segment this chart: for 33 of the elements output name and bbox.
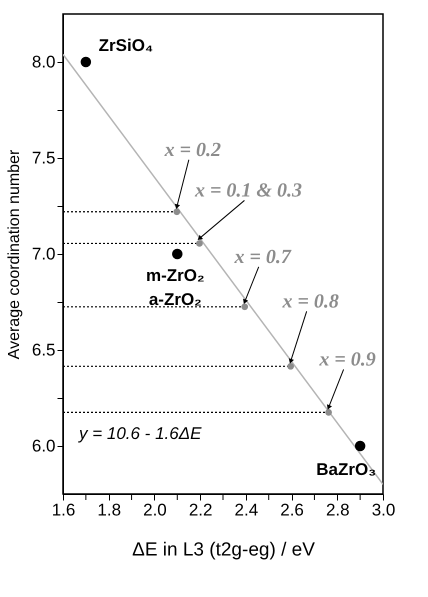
x-axis-title: ΔE in L3 (t2g-eg) / eV — [132, 540, 316, 560]
x-tick-label: 2.6 — [280, 500, 304, 520]
y-tick-label: 6.5 — [32, 340, 56, 360]
y-axis-title: Average coordination number — [6, 149, 23, 360]
annotation: m-ZrO₂ — [146, 266, 205, 285]
annotation: x = 0.2 — [164, 138, 222, 161]
annotation: a-ZrO₂ — [148, 290, 202, 309]
point — [172, 248, 183, 260]
annotation: ZrSiO₄ — [98, 36, 154, 55]
annotation: x = 0.7 — [234, 246, 292, 268]
x-tick-label: 3.0 — [372, 500, 396, 520]
annotation: BaZrO₃ — [316, 460, 376, 479]
y-tick-label: 8.0 — [32, 52, 56, 72]
point — [241, 303, 248, 310]
point — [325, 409, 332, 416]
x-tick-label: 2.2 — [188, 500, 212, 520]
x-tick-label: 1.8 — [97, 500, 122, 520]
point — [196, 240, 203, 247]
x-tick-label: 2.0 — [143, 500, 167, 520]
y-tick-label: 7.5 — [32, 148, 56, 168]
point — [80, 56, 92, 68]
x-tick-label: 1.6 — [52, 500, 76, 520]
annotation: x = 0.1 & 0.3 — [194, 179, 302, 202]
y-tick-label: 6.0 — [32, 436, 56, 456]
y-tick-label: 7.0 — [32, 244, 56, 264]
x-tick-label: 2.4 — [234, 500, 258, 520]
point — [354, 440, 366, 452]
annotation: x = 0.8 — [281, 290, 339, 312]
annotation: x = 0.9 — [318, 348, 376, 370]
x-tick-label: 2.8 — [326, 500, 350, 520]
annotation: y = 10.6 - 1.6ΔE — [78, 424, 202, 443]
point — [173, 208, 180, 216]
point — [287, 362, 294, 370]
